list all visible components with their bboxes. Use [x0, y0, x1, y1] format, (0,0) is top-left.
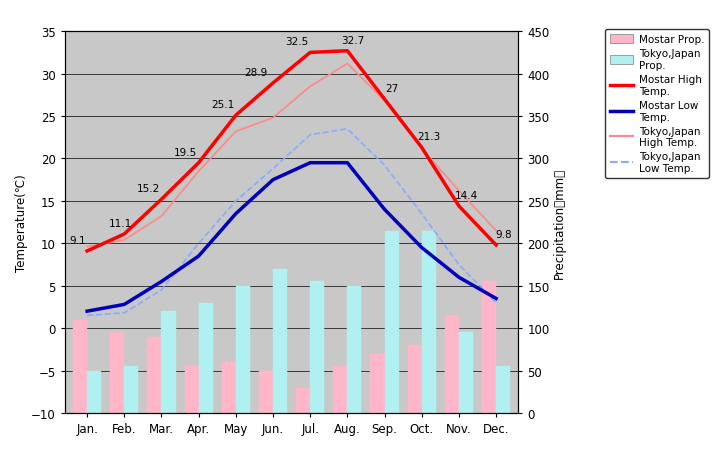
Bar [384, 231, 399, 413]
Legend: Mostar Prop., Tokyo,Japan
Prop., Mostar High
Temp., Mostar Low
Temp., Tokyo,Japa: Mostar Prop., Tokyo,Japan Prop., Mostar … [606, 30, 709, 179]
Text: 21.3: 21.3 [418, 132, 441, 142]
Text: 9.8: 9.8 [495, 230, 512, 240]
Bar [184, 367, 199, 413]
Bar [422, 231, 436, 413]
Bar [408, 345, 422, 413]
Text: 11.1: 11.1 [109, 218, 132, 229]
Bar [110, 333, 125, 413]
Bar [370, 354, 384, 413]
Text: 32.7: 32.7 [341, 36, 364, 46]
Bar [296, 388, 310, 413]
Text: 14.4: 14.4 [455, 190, 478, 201]
Bar [445, 316, 459, 413]
Bar [222, 362, 236, 413]
Bar [148, 337, 161, 413]
Bar [161, 312, 176, 413]
Bar [73, 320, 87, 413]
Bar [125, 367, 138, 413]
Bar [347, 286, 361, 413]
Bar [482, 282, 496, 413]
Y-axis label: Precipitation（mm）: Precipitation（mm） [552, 167, 565, 278]
Text: 27: 27 [385, 84, 399, 94]
Bar [333, 367, 347, 413]
Bar [459, 333, 473, 413]
Bar [259, 371, 273, 413]
Text: 28.9: 28.9 [245, 68, 268, 78]
Bar [496, 367, 510, 413]
Text: 32.5: 32.5 [286, 37, 309, 47]
Text: 25.1: 25.1 [211, 100, 235, 110]
Text: 15.2: 15.2 [137, 184, 160, 194]
Text: 9.1: 9.1 [70, 235, 86, 246]
Bar [87, 371, 102, 413]
Bar [236, 286, 250, 413]
Bar [199, 303, 213, 413]
Bar [310, 282, 324, 413]
Text: 19.5: 19.5 [174, 147, 197, 157]
Y-axis label: Temperature(℃): Temperature(℃) [15, 174, 28, 271]
Bar [273, 269, 287, 413]
